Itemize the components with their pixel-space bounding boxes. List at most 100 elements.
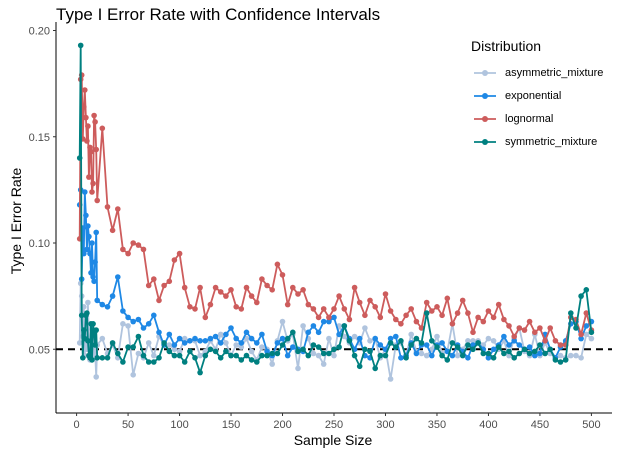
- data-point-exponential: [85, 223, 91, 229]
- data-point-exponential: [166, 331, 173, 338]
- data-point-lognormal: [217, 289, 224, 295]
- data-point-exponential: [429, 352, 435, 359]
- data-point-symmetric-mixture: [326, 350, 332, 357]
- data-point-symmetric-mixture: [197, 369, 203, 376]
- data-point-lognormal: [181, 284, 188, 291]
- data-point-symmetric-mixture: [212, 348, 219, 355]
- data-point-symmetric-mixture: [284, 335, 291, 342]
- data-point-symmetric-mixture: [269, 350, 276, 357]
- data-point-symmetric-mixture: [480, 350, 487, 357]
- data-point-exponential: [253, 340, 260, 346]
- data-point-exponential: [89, 240, 95, 246]
- data-point-lognormal: [81, 104, 87, 110]
- legend-title: Distribution: [471, 38, 542, 54]
- data-point-lognormal: [583, 310, 590, 316]
- data-point-lognormal: [228, 287, 234, 293]
- data-point-symmetric-mixture: [161, 340, 167, 346]
- data-point-exponential: [212, 333, 219, 340]
- data-point-lognormal: [259, 276, 265, 282]
- data-point-exponential: [490, 346, 497, 353]
- series-lognormal: [76, 72, 595, 348]
- data-point-exponential: [356, 335, 363, 342]
- data-point-asymmetric-mixture: [243, 335, 250, 342]
- data-point-asymmetric-mixture: [181, 335, 188, 342]
- data-point-asymmetric-mixture: [223, 340, 229, 346]
- data-point-asymmetric-mixture: [269, 361, 276, 367]
- data-point-asymmetric-mixture: [588, 335, 595, 342]
- data-point-exponential: [248, 335, 255, 342]
- data-point-symmetric-mixture: [84, 310, 90, 316]
- data-point-symmetric-mixture: [542, 350, 548, 357]
- data-point-symmetric-mixture: [228, 352, 234, 359]
- data-point-exponential: [120, 308, 126, 314]
- data-point-exponential: [192, 335, 198, 342]
- data-point-lognormal: [88, 148, 94, 155]
- data-point-symmetric-mixture: [305, 352, 312, 359]
- data-point-exponential: [537, 350, 543, 357]
- data-point-asymmetric-mixture: [295, 365, 301, 372]
- data-point-asymmetric-mixture: [135, 350, 142, 357]
- data-point-lognormal: [104, 204, 111, 210]
- data-point-asymmetric-mixture: [490, 338, 497, 344]
- data-point-symmetric-mixture: [81, 327, 87, 333]
- data-point-lognormal: [408, 306, 415, 312]
- legend-label-exponential: exponential: [505, 89, 562, 102]
- data-point-asymmetric-mixture: [387, 376, 394, 382]
- data-point-symmetric-mixture: [521, 346, 528, 353]
- data-point-symmetric-mixture: [166, 348, 173, 355]
- data-point-symmetric-mixture: [501, 350, 507, 357]
- data-point-exponential: [145, 321, 152, 327]
- data-point-symmetric-mixture: [274, 350, 281, 357]
- data-point-exponential: [94, 297, 100, 304]
- data-point-symmetric-mixture: [315, 344, 322, 350]
- data-point-symmetric-mixture: [253, 359, 260, 365]
- data-point-lognormal: [115, 206, 121, 212]
- data-point-lognormal: [320, 306, 327, 312]
- data-point-exponential: [140, 325, 147, 331]
- data-point-exponential: [202, 338, 209, 344]
- data-point-lognormal: [125, 250, 131, 257]
- data-point-lognormal: [387, 308, 394, 314]
- data-point-exponential: [315, 329, 322, 336]
- data-point-lognormal: [151, 276, 157, 282]
- data-point-exponential: [135, 316, 142, 323]
- data-point-symmetric-mixture: [516, 350, 523, 357]
- data-point-asymmetric-mixture: [485, 335, 492, 342]
- data-point-lognormal: [495, 301, 502, 308]
- data-point-lognormal: [315, 314, 322, 321]
- data-point-lognormal: [423, 299, 430, 306]
- data-point-exponential: [501, 333, 507, 340]
- legend-key-point: [482, 115, 488, 122]
- data-point-lognormal: [532, 329, 538, 336]
- data-point-asymmetric-mixture: [573, 352, 579, 359]
- data-point-exponential: [274, 340, 281, 346]
- data-point-lognormal: [84, 138, 90, 144]
- data-point-symmetric-mixture: [78, 312, 85, 319]
- data-point-asymmetric-mixture: [238, 344, 245, 350]
- data-point-lognormal: [459, 297, 466, 304]
- data-point-asymmetric-mixture: [217, 331, 224, 338]
- data-point-symmetric-mixture: [346, 338, 353, 344]
- data-point-exponential: [398, 355, 404, 361]
- data-point-symmetric-mixture: [552, 357, 559, 363]
- legend-key-point: [482, 69, 488, 76]
- data-point-symmetric-mixture: [99, 355, 106, 361]
- data-point-symmetric-mixture: [202, 352, 209, 359]
- data-point-asymmetric-mixture: [85, 299, 91, 306]
- data-point-asymmetric-mixture: [583, 331, 590, 338]
- data-point-exponential: [393, 333, 399, 340]
- data-point-exponential: [87, 250, 93, 257]
- data-point-symmetric-mixture: [423, 310, 430, 316]
- data-point-symmetric-mixture: [578, 293, 584, 299]
- data-point-exponential: [109, 293, 116, 299]
- data-point-asymmetric-mixture: [279, 318, 286, 325]
- data-point-symmetric-mixture: [444, 357, 451, 363]
- data-point-symmetric-mixture: [408, 342, 415, 348]
- data-point-asymmetric-mixture: [145, 340, 152, 346]
- data-point-asymmetric-mixture: [233, 342, 239, 348]
- data-point-symmetric-mixture: [176, 352, 183, 359]
- data-point-symmetric-mixture: [382, 352, 389, 359]
- data-point-asymmetric-mixture: [99, 335, 106, 342]
- data-point-exponential: [88, 270, 94, 276]
- data-point-asymmetric-mixture: [315, 352, 322, 359]
